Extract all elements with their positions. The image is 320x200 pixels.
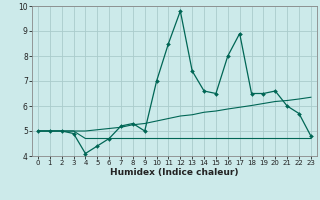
- X-axis label: Humidex (Indice chaleur): Humidex (Indice chaleur): [110, 168, 239, 177]
